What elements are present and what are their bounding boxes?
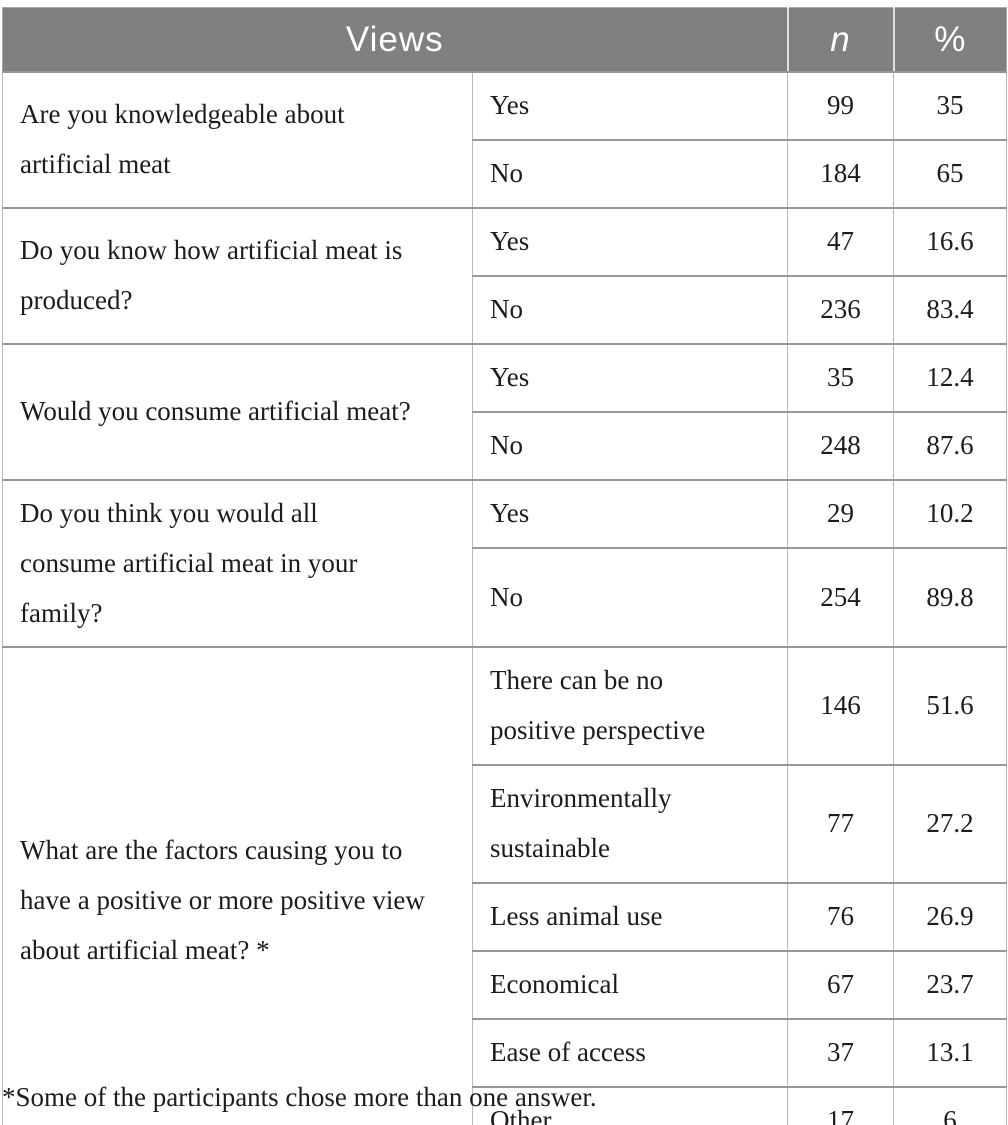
table-row: Less animal use 76 26.9 (3, 882, 1008, 953)
question-cell: Would you consume artificial meat? (2, 342, 473, 481)
percent-cell: 6 (893, 1086, 1008, 1125)
answer-cell: Yes (471, 206, 789, 277)
percent-cell: 83.4 (893, 274, 1008, 345)
percent-cell: 35 (893, 71, 1008, 141)
percent-cell: 27.2 (893, 764, 1008, 885)
percent-cell: 26.9 (893, 882, 1008, 953)
count-cell: 37 (787, 1018, 895, 1088)
table-row: Ease of access 37 13.1 (3, 1018, 1008, 1088)
count-cell: 254 (787, 547, 895, 649)
column-header-views: Views (2, 7, 788, 73)
table-row: Are you knowledgeable about artificial m… (2, 71, 1008, 209)
table-row: Environmentally sustainable 77 27.2 (3, 764, 1008, 885)
table-row: Economical 67 23.7 (3, 950, 1008, 1021)
table-row: Other 17 6 (3, 1086, 1008, 1125)
answer-cell: Other (471, 1086, 789, 1125)
percent-cell: 87.6 (893, 410, 1008, 481)
table-row: No 184 65 (3, 138, 1008, 209)
table-row: What are the factors causing you to have… (2, 646, 1008, 1125)
header-row: Views n % (2, 7, 1007, 73)
survey-views-table: Views n % Are you knowledgeable about ar… (2, 7, 1008, 1125)
count-cell: 76 (787, 882, 895, 953)
table-row: No 248 87.6 (3, 410, 1008, 481)
answer-cell: Economical (471, 950, 789, 1021)
answer-cell: Less animal use (471, 882, 789, 953)
answer-cell: No (471, 138, 789, 209)
percent-cell: 10.2 (893, 478, 1008, 550)
count-cell: 77 (787, 764, 895, 885)
answer-cell: No (471, 547, 789, 649)
answer-cell: Yes (471, 478, 789, 550)
question-cell: What are the factors causing you to have… (2, 646, 473, 1125)
answer-cell: No (471, 410, 789, 481)
question-cell: Are you knowledgeable about artificial m… (2, 71, 473, 209)
count-cell: 146 (787, 646, 895, 767)
count-cell: 17 (787, 1086, 895, 1125)
percent-cell: 23.7 (893, 950, 1008, 1021)
table-row: Do you know how artificial meat is produ… (2, 206, 1008, 345)
answer-cell: No (471, 274, 789, 345)
percent-cell: 13.1 (893, 1018, 1008, 1088)
count-cell: 184 (787, 138, 895, 209)
percent-cell: 51.6 (893, 646, 1008, 767)
percent-cell: 12.4 (893, 342, 1008, 413)
percent-cell: 16.6 (893, 206, 1008, 277)
answer-cell: Ease of access (471, 1018, 789, 1088)
answer-cell: Yes (471, 342, 789, 413)
count-cell: 248 (787, 410, 895, 481)
count-cell: 67 (787, 950, 895, 1021)
table-row: No 236 83.4 (3, 274, 1008, 345)
count-cell: 236 (787, 274, 895, 345)
count-cell: 35 (787, 342, 895, 413)
question-cell: Do you think you would all consume artif… (2, 478, 473, 649)
percent-cell: 89.8 (893, 547, 1008, 649)
percent-cell: 65 (893, 138, 1008, 209)
answer-cell: There can be no positive perspective (471, 646, 789, 767)
table-row: Do you think you would all consume artif… (2, 478, 1008, 649)
count-cell: 47 (787, 206, 895, 277)
answer-cell: Environmentally sustainable (471, 764, 789, 885)
column-header-n: n (786, 7, 894, 73)
count-cell: 29 (787, 478, 895, 550)
table-footnote: *Some of the participants chose more tha… (2, 1082, 597, 1112)
column-header-percent: % (892, 7, 1007, 73)
table-row: Would you consume artificial meat? Yes 3… (2, 342, 1008, 481)
answer-cell: Yes (471, 71, 789, 141)
table-row: No 254 89.8 (3, 547, 1008, 649)
count-cell: 99 (787, 71, 895, 141)
question-cell: Do you know how artificial meat is produ… (2, 206, 473, 345)
